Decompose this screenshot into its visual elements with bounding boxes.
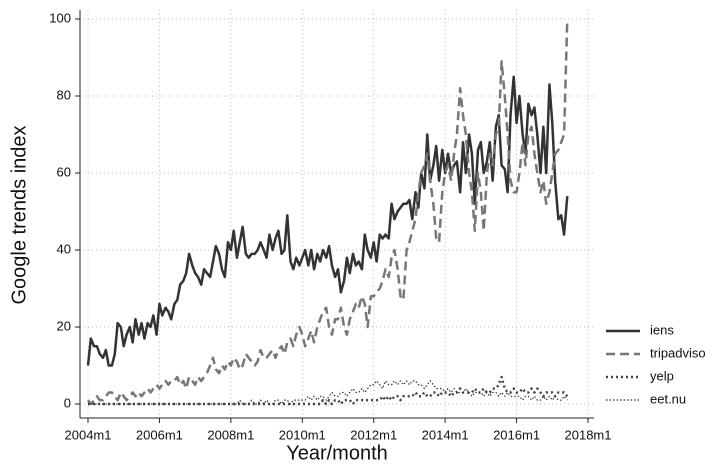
x-tick-label: 2016m1 (493, 427, 540, 442)
x-axis-title: Year/month (286, 442, 388, 464)
y-axis-title: Google trends index (8, 125, 30, 304)
x-tick-label: 2012m1 (350, 427, 397, 442)
legend-label: tripadvisor (650, 345, 705, 360)
legend-label: iens (650, 322, 674, 337)
x-tick-label: 2018m1 (565, 427, 612, 442)
legend-label: eet.nu (650, 391, 686, 406)
series-line (86, 75, 569, 367)
x-tick-label: 2006m1 (136, 427, 183, 442)
y-tick-label: 0 (64, 395, 71, 410)
x-tick-label: 2008m1 (207, 427, 254, 442)
series-line (86, 18, 569, 406)
y-tick-label: 100 (49, 10, 71, 25)
legend-label: yelp (650, 368, 674, 383)
x-tick-label: 2004m1 (65, 427, 112, 442)
x-tick-label: 2010m1 (279, 427, 326, 442)
y-tick-label: 40 (57, 241, 71, 256)
y-tick-label: 20 (57, 318, 71, 333)
x-tick-label: 2014m1 (422, 427, 469, 442)
y-tick-label: 60 (57, 164, 71, 179)
y-tick-label: 80 (57, 87, 71, 102)
